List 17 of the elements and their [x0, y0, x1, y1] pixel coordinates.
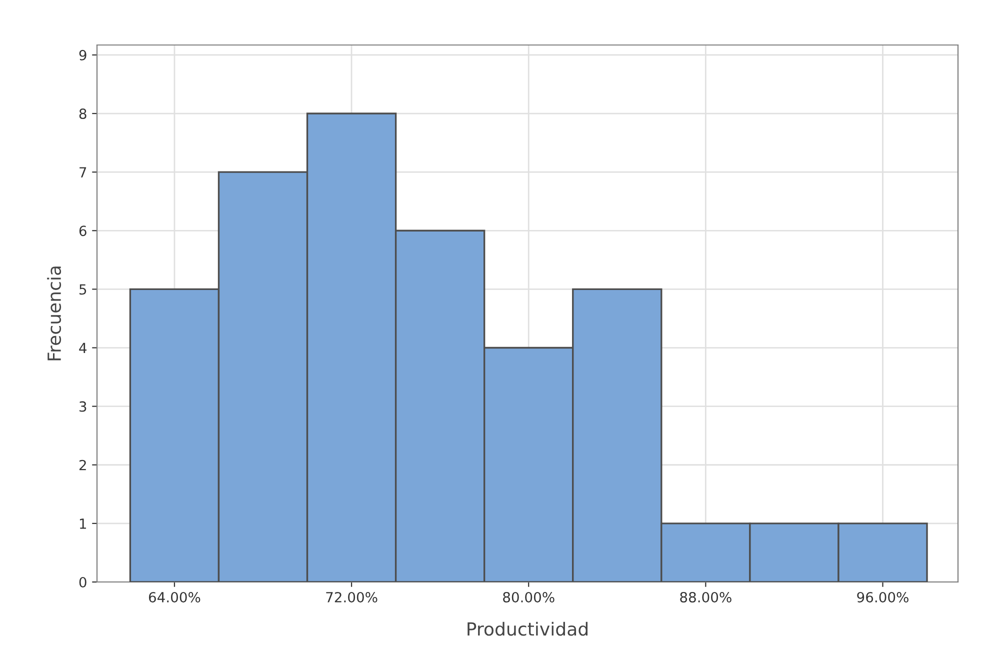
y-tick-label: 0 [79, 576, 86, 588]
y-tick-label: 6 [79, 226, 86, 236]
y-tick-label: 5 [80, 284, 86, 295]
x-tick-label: 88.00% [680, 592, 732, 602]
y-tick-label: 7 [80, 167, 86, 178]
y-tick-label: 8 [79, 108, 86, 119]
x-tick-label: 72.00% [326, 592, 378, 602]
y-tick-label: 9 [79, 50, 86, 60]
x-tick-label: 96.00% [857, 592, 908, 602]
y-axis-title: Frecuencia [47, 266, 62, 360]
y-tick-label: 1 [80, 518, 86, 529]
x-tick-label: 64.00% [148, 592, 200, 602]
y-tick-label: 2 [79, 460, 86, 470]
x-tick-label: 80.00% [503, 592, 554, 602]
y-tick-label: 4 [79, 342, 86, 354]
y-tick-label: 3 [80, 401, 86, 412]
x-axis-title: Productividad [468, 622, 588, 636]
